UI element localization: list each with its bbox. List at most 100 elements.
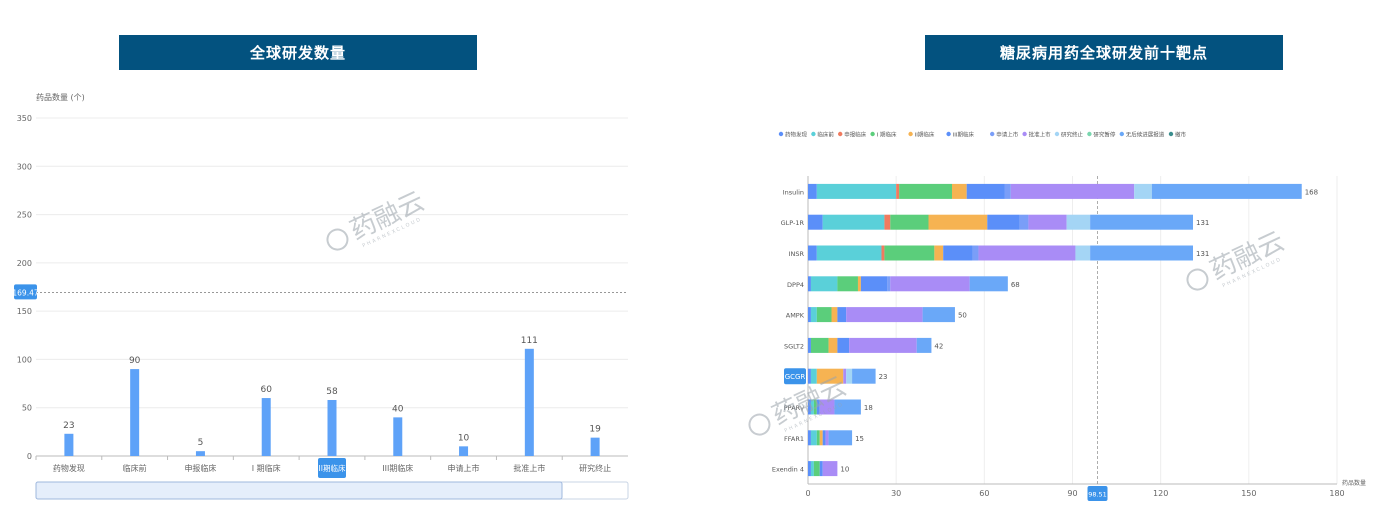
watermark-icon	[1186, 268, 1209, 291]
right-bar-segment	[828, 337, 838, 353]
left-y-tick-label: 50	[22, 404, 32, 413]
legend-label: III期临床	[953, 131, 975, 139]
right-x-tick-label: 150	[1241, 489, 1256, 498]
legend-marker	[946, 131, 951, 137]
right-bar-total: 10	[840, 466, 849, 474]
right-bar-total: 168	[1305, 188, 1318, 196]
right-bar-segment	[1090, 214, 1193, 230]
right-bar-total: 131	[1196, 219, 1209, 227]
right-bar-segment	[816, 245, 882, 261]
left-y-tick-label: 150	[17, 307, 32, 316]
left-bar	[393, 417, 403, 456]
legend-marker	[1054, 131, 1060, 137]
right-bar-total: 42	[934, 342, 943, 350]
right-category-label: Insulin	[783, 188, 804, 196]
legend-label: I 期临床	[877, 131, 897, 139]
right-chart-title: 糖尿病用药全球研发前十靶点	[925, 35, 1283, 70]
right-bar-segment	[846, 368, 853, 384]
left-x-tick-label: 申报临床	[184, 463, 216, 473]
left-y-tick-label: 100	[17, 355, 32, 364]
right-bar-segment	[966, 183, 1005, 199]
right-bar-segment	[849, 337, 917, 353]
right-bar-segment	[819, 430, 823, 446]
right-bar-segment	[822, 461, 838, 477]
legend-marker	[1087, 131, 1092, 137]
left-reference-badge	[14, 284, 37, 300]
right-bar-segment	[857, 276, 861, 292]
right-bar-segment	[884, 245, 935, 261]
right-bar-segment	[969, 276, 1008, 292]
left-bar	[261, 398, 271, 456]
left-x-tick-label: 临床前	[123, 463, 147, 473]
left-bar-value: 10	[458, 433, 470, 443]
right-x-tick-label: 30	[891, 489, 901, 498]
legend-marker	[778, 131, 784, 137]
legend-label: 申报临床	[844, 131, 867, 139]
left-x-tick-label: 申请上市	[448, 463, 480, 473]
right-bar-segment	[808, 337, 811, 353]
right-reference-badge	[1087, 486, 1108, 501]
left-bar	[130, 369, 140, 456]
watermark-icon	[326, 228, 349, 251]
right-bar-segment	[831, 307, 838, 323]
right-bar-segment	[813, 399, 817, 415]
right-bar-total: 23	[879, 373, 888, 381]
left-bar	[64, 433, 74, 456]
right-bar-segment	[810, 307, 817, 323]
left-chart-title: 全球研发数量	[119, 35, 477, 70]
right-bar-segment	[834, 399, 861, 415]
right-bar-segment	[808, 276, 811, 292]
right-bar-segment	[808, 214, 823, 230]
right-bar-total: 18	[864, 404, 873, 412]
legend-label: 药物发现	[785, 131, 808, 139]
right-bar-segment	[810, 399, 814, 415]
left-bar-value: 23	[63, 421, 74, 431]
right-bar-segment	[1151, 183, 1302, 199]
left-bar	[524, 348, 534, 456]
right-bar-segment	[837, 337, 850, 353]
right-bar-segment	[916, 337, 932, 353]
right-bar-segment	[934, 245, 944, 261]
right-bar-total: 68	[1011, 281, 1020, 289]
right-bar-segment	[978, 245, 1076, 261]
left-x-tick-label: 研究终止	[579, 463, 611, 473]
right-bar-segment	[808, 307, 811, 323]
right-bar-segment	[816, 183, 897, 199]
right-bar-segment	[846, 307, 923, 323]
right-bar-total: 50	[958, 312, 967, 320]
right-bar-segment	[837, 276, 858, 292]
right-bar-segment	[860, 276, 888, 292]
right-bar-segment	[825, 430, 829, 446]
left-y-tick-label: 350	[17, 114, 32, 123]
right-bar-segment	[819, 399, 835, 415]
left-bar	[459, 446, 469, 456]
right-bar-segment	[1066, 214, 1091, 230]
right-bar-segment	[987, 214, 1020, 230]
right-x-axis-label: 药品数量	[1342, 479, 1366, 487]
left-datazoom-window	[35, 481, 563, 500]
right-category-label: INSR	[789, 250, 805, 258]
left-bar-value: 90	[129, 356, 141, 366]
left-bar-value: 58	[326, 387, 338, 397]
right-bar-segment	[952, 183, 967, 199]
left-bar-value: 5	[198, 438, 204, 448]
legend-marker	[838, 131, 843, 137]
right-bar-segment	[972, 245, 979, 261]
right-bar-segment	[810, 430, 817, 446]
right-bar-segment	[816, 430, 820, 446]
right-x-tick-label: 120	[1153, 489, 1168, 498]
right-bar-segment	[822, 430, 826, 446]
right-bar-segment	[816, 399, 820, 415]
legend-marker	[870, 131, 875, 137]
left-bar-value: 111	[521, 336, 538, 346]
left-x-tick-label: 批准上市	[513, 463, 545, 473]
right-bar-segment	[810, 461, 814, 477]
left-bar	[195, 451, 205, 456]
legend-label: II期临床	[915, 131, 935, 139]
left-bar-value: 60	[260, 385, 272, 395]
left-y-axis-label: 药品数量 (个)	[36, 92, 85, 102]
right-bar-segment	[819, 461, 823, 477]
right-bar-segment	[808, 368, 811, 384]
legend-label: 无后续进展报道	[1126, 131, 1165, 139]
